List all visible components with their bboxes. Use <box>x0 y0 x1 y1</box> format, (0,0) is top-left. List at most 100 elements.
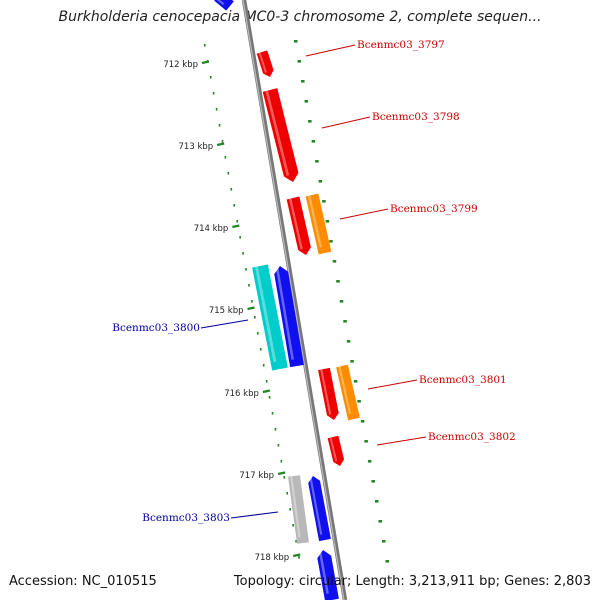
tick-dot <box>268 396 271 399</box>
gene-feature[interactable] <box>308 476 331 542</box>
chromosome-backbone-highlight <box>242 0 345 600</box>
tick-dash <box>329 240 333 243</box>
tick-dot <box>298 556 300 559</box>
tick-dash <box>385 560 390 563</box>
gene-label-leader <box>367 379 418 390</box>
tick-dot <box>286 492 289 495</box>
tick-dash <box>301 80 305 83</box>
tick-dot <box>209 76 212 79</box>
kbp-tick-marks: 712 kbp 713 kbp 714 kbp 715 kbp 716 kbp 717 k… <box>163 60 301 563</box>
gene-label-leaders <box>200 44 427 519</box>
kbp-tick-label: 712 kbp <box>163 60 198 70</box>
tick-dot <box>251 300 253 303</box>
gene-feature[interactable] <box>286 196 311 255</box>
tick-dash <box>353 380 358 383</box>
gene-label-leader <box>376 436 427 446</box>
tick-dot <box>271 412 274 415</box>
tick-dash <box>297 60 302 63</box>
gene-shading <box>289 198 303 250</box>
kbp-tick-label: 716 kbp <box>224 389 259 399</box>
gene-feature[interactable] <box>305 193 332 255</box>
tick-dot <box>295 540 297 543</box>
gene-label[interactable]: Bcenmc03_3803 <box>142 512 230 524</box>
accession-text: Accession: NC_010515 <box>9 574 157 589</box>
outer-tick-dots <box>294 40 390 563</box>
gene-feature[interactable] <box>252 264 288 371</box>
tick-dot <box>230 188 233 191</box>
gene-shading <box>318 550 329 594</box>
gene-feature[interactable] <box>262 88 299 182</box>
gene-label-leader <box>230 511 279 519</box>
tick-dash <box>360 420 365 423</box>
tick-dash <box>311 140 316 143</box>
tick-dot <box>280 460 283 463</box>
tick-dash <box>308 120 312 123</box>
tick-dot <box>248 284 250 287</box>
kbp-tick <box>216 142 225 147</box>
gene-shading <box>308 195 322 248</box>
tick-dash <box>336 280 340 283</box>
tick-dot <box>233 204 236 207</box>
gene-feature[interactable] <box>288 475 309 544</box>
tick-dot <box>221 140 224 143</box>
gene-label[interactable]: Bcenmc03_3797 <box>357 39 445 51</box>
tick-dash <box>378 520 382 523</box>
kbp-tick <box>247 306 255 311</box>
tick-dot <box>239 236 241 239</box>
tick-dot <box>212 92 215 95</box>
kbp-tick-label: 717 kbp <box>239 471 274 481</box>
gene-label[interactable]: Bcenmc03_3801 <box>419 374 507 386</box>
kbp-tick-label: 713 kbp <box>179 142 214 152</box>
tick-dot <box>224 156 227 159</box>
gene-feature[interactable] <box>336 364 360 421</box>
gene-shading <box>255 266 277 363</box>
gene-shading <box>320 369 332 415</box>
map-title: Burkholderia cenocepacia MC0-3 chromosom… <box>58 9 542 25</box>
kbp-tick <box>232 224 240 229</box>
tick-dash <box>364 440 368 443</box>
tick-dash <box>315 160 319 163</box>
tick-dash <box>294 40 298 43</box>
gene-shading <box>290 476 301 538</box>
gene-shading <box>216 0 225 6</box>
tick-dash <box>332 260 337 263</box>
gene-feature[interactable] <box>317 550 339 600</box>
tick-dot <box>283 476 286 479</box>
tick-dot <box>218 124 221 127</box>
tick-dash <box>325 220 330 223</box>
gene-feature[interactable] <box>318 367 339 420</box>
gene-shading <box>275 266 294 360</box>
gene-feature[interactable] <box>327 435 345 466</box>
kbp-tick-label: 718 kbp <box>255 553 290 563</box>
tick-dash <box>304 100 309 103</box>
gene-label[interactable]: Bcenmc03_3798 <box>372 111 460 123</box>
tick-dot <box>277 444 280 447</box>
gene-feature[interactable] <box>274 266 304 368</box>
gene-label-leader <box>200 319 249 329</box>
gene-shading <box>309 476 323 535</box>
kbp-tick <box>292 553 301 558</box>
gene-labels: Bcenmc03_3797 Bcenmc03_3798 Bcenmc03_3799 B… <box>112 39 516 524</box>
gene-shading <box>329 437 338 462</box>
gene-label[interactable]: Bcenmc03_3802 <box>428 431 516 443</box>
gene-feature[interactable] <box>256 50 274 77</box>
tick-dot <box>242 252 244 255</box>
tick-dot <box>274 428 277 431</box>
tick-dot <box>204 44 206 47</box>
gene-shading <box>265 90 290 176</box>
kbp-tick <box>277 471 286 476</box>
tick-dot <box>265 380 268 383</box>
kbp-tick-label: 714 kbp <box>194 224 229 234</box>
gene-feature[interactable] <box>214 0 234 11</box>
tick-dot <box>245 268 247 271</box>
tick-dash <box>343 320 347 323</box>
tick-dot <box>215 108 218 111</box>
tick-dot <box>227 172 230 175</box>
gene-label-leader <box>321 116 371 129</box>
tick-dash <box>357 400 361 403</box>
gene-label[interactable]: Bcenmc03_3800 <box>112 322 200 334</box>
tick-dot <box>256 332 259 335</box>
gene-label[interactable]: Bcenmc03_3799 <box>390 203 478 215</box>
